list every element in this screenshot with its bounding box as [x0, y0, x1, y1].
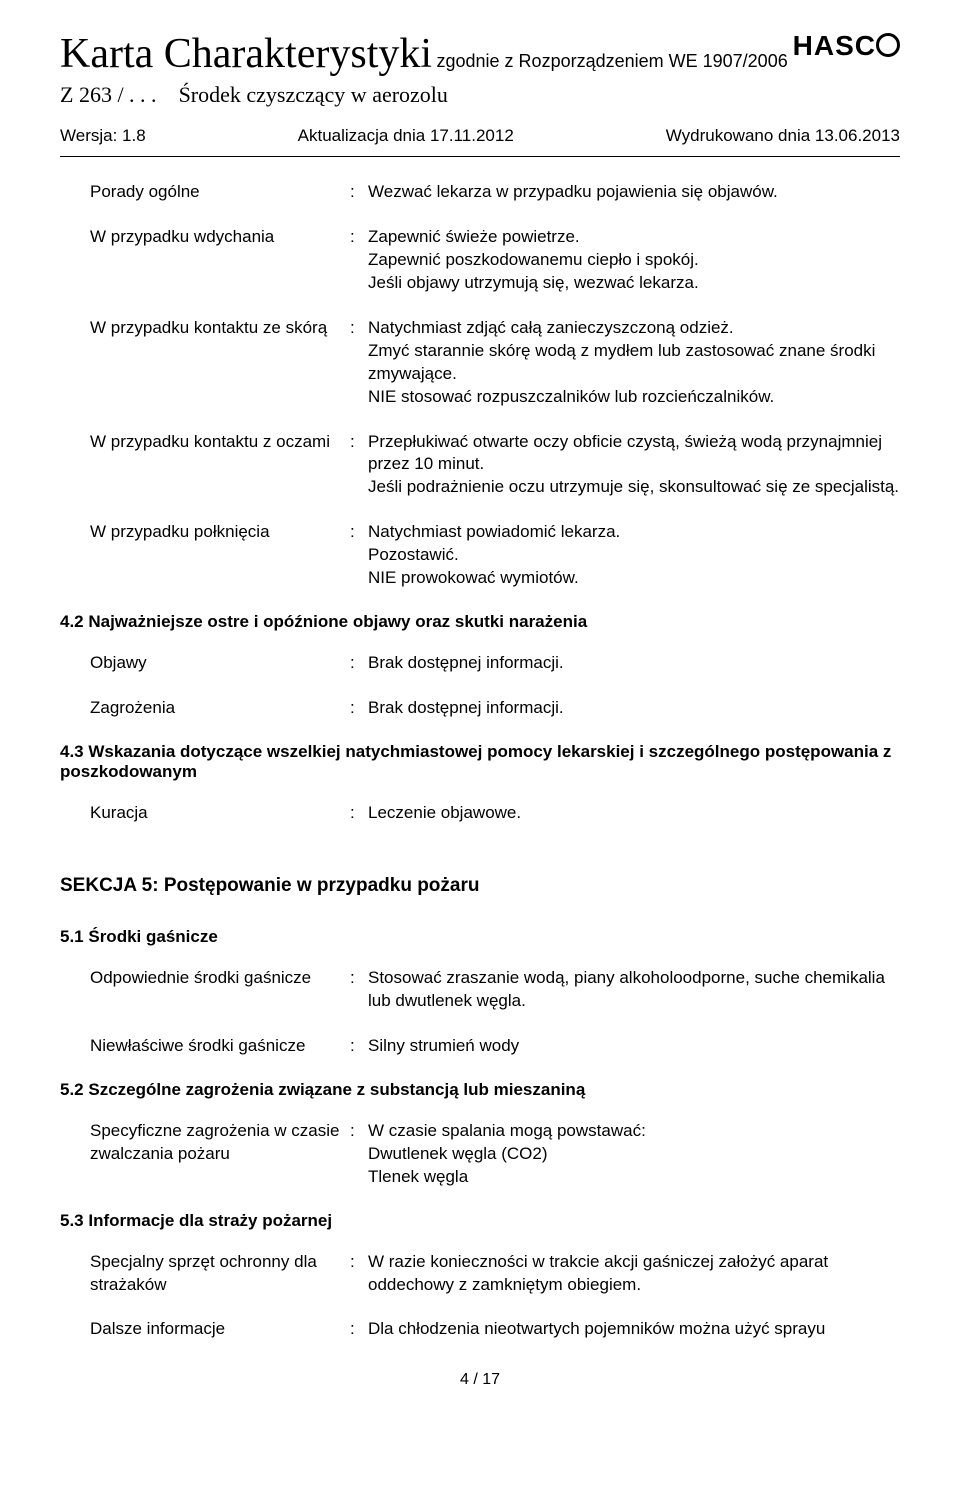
kv-row: Odpowiednie środki gaśnicze:Stosować zra…	[60, 967, 900, 1013]
section-4-3-rows: Kuracja:Leczenie objawowe.	[60, 802, 900, 825]
kv-value: Brak dostępnej informacji.	[368, 652, 900, 675]
version-label: Wersja: 1.8	[60, 126, 146, 146]
section-5-1-rows: Odpowiednie środki gaśnicze:Stosować zra…	[60, 967, 900, 1058]
kv-label: Porady ogólne	[90, 181, 350, 204]
product-name: Środek czyszczący w aerozolu	[179, 82, 448, 107]
kv-row: Zagrożenia:Brak dostępnej informacji.	[60, 697, 900, 720]
kv-colon: :	[350, 1035, 368, 1058]
kv-colon: :	[350, 697, 368, 720]
brand-logo: HASC	[793, 30, 900, 62]
kv-colon: :	[350, 181, 368, 204]
kv-colon: :	[350, 226, 368, 295]
kv-row: Niewłaściwe środki gaśnicze:Silny strumi…	[60, 1035, 900, 1058]
kv-row: W przypadku wdychania:Zapewnić świeże po…	[60, 226, 900, 295]
doc-subtitle: Z 263 / . . . Środek czyszczący w aerozo…	[60, 82, 788, 108]
kv-value: Silny strumień wody	[368, 1035, 900, 1058]
kv-colon: :	[350, 967, 368, 1013]
kv-value: W czasie spalania mogą powstawać:Dwutlen…	[368, 1120, 900, 1189]
product-code: Z 263 / . . .	[60, 82, 157, 107]
meta-row: Wersja: 1.8 Aktualizacja dnia 17.11.2012…	[60, 126, 900, 146]
kv-colon: :	[350, 521, 368, 590]
header: Karta Charakterystyki zgodnie z Rozporzą…	[60, 30, 900, 108]
kv-label: Kuracja	[90, 802, 350, 825]
kv-row: W przypadku kontaktu ze skórą:Natychmias…	[60, 317, 900, 409]
section-5-3-heading: 5.3 Informacje dla straży pożarnej	[60, 1211, 900, 1231]
doc-title: Karta Charakterystyki	[60, 31, 432, 77]
kv-label: W przypadku kontaktu z oczami	[90, 431, 350, 500]
kv-colon: :	[350, 317, 368, 409]
kv-row: W przypadku kontaktu z oczami:Przepłukiw…	[60, 431, 900, 500]
kv-value: Brak dostępnej informacji.	[368, 697, 900, 720]
kv-value: Zapewnić świeże powietrze.Zapewnić poszk…	[368, 226, 900, 295]
section-4-3-heading: 4.3 Wskazania dotyczące wszelkiej natych…	[60, 742, 900, 782]
section-5-2-heading: 5.2 Szczególne zagrożenia związane z sub…	[60, 1080, 900, 1100]
kv-colon: :	[350, 1318, 368, 1341]
kv-row: Dalsze informacje:Dla chłodzenia nieotwa…	[60, 1318, 900, 1341]
kv-label: Specjalny sprzęt ochronny dla strażaków	[90, 1251, 350, 1297]
kv-row: Specyficzne zagrożenia w czasie zwalczan…	[60, 1120, 900, 1189]
kv-label: W przypadku połknięcia	[90, 521, 350, 590]
section-5-3-rows: Specjalny sprzęt ochronny dla strażaków:…	[60, 1251, 900, 1342]
doc-title-suffix: zgodnie z Rozporządzeniem WE 1907/2006	[437, 51, 788, 71]
update-label: Aktualizacja dnia 17.11.2012	[298, 126, 514, 146]
title-line: Karta Charakterystyki zgodnie z Rozporzą…	[60, 30, 788, 78]
kv-value: Dla chłodzenia nieotwartych pojemników m…	[368, 1318, 900, 1341]
kv-label: W przypadku kontaktu ze skórą	[90, 317, 350, 409]
kv-row: Specjalny sprzęt ochronny dla strażaków:…	[60, 1251, 900, 1297]
title-block: Karta Charakterystyki zgodnie z Rozporzą…	[60, 30, 788, 108]
section-5-1-heading: 5.1 Środki gaśnicze	[60, 927, 900, 947]
divider	[60, 156, 900, 157]
kv-value: W razie konieczności w trakcie akcji gaś…	[368, 1251, 900, 1297]
print-label: Wydrukowano dnia 13.06.2013	[666, 126, 900, 146]
kv-label: Zagrożenia	[90, 697, 350, 720]
kv-label: W przypadku wdychania	[90, 226, 350, 295]
section-4-2-heading: 4.2 Najważniejsze ostre i opóźnione obja…	[60, 612, 900, 632]
kv-colon: :	[350, 652, 368, 675]
kv-value: Wezwać lekarza w przypadku pojawienia si…	[368, 181, 900, 204]
kv-row: Kuracja:Leczenie objawowe.	[60, 802, 900, 825]
kv-colon: :	[350, 1251, 368, 1297]
logo-ring-icon	[876, 33, 900, 57]
kv-row: Porady ogólne:Wezwać lekarza w przypadku…	[60, 181, 900, 204]
kv-value: Stosować zraszanie wodą, piany alkoholoo…	[368, 967, 900, 1013]
kv-colon: :	[350, 1120, 368, 1189]
section-5-2-rows: Specyficzne zagrożenia w czasie zwalczan…	[60, 1120, 900, 1189]
kv-colon: :	[350, 802, 368, 825]
kv-value: Natychmiast powiadomić lekarza.Pozostawi…	[368, 521, 900, 590]
kv-colon: :	[350, 431, 368, 500]
section-5-heading: SEKCJA 5: Postępowanie w przypadku pożar…	[60, 875, 900, 897]
section-4-2-rows: Objawy:Brak dostępnej informacji.Zagroże…	[60, 652, 900, 720]
kv-row: W przypadku połknięcia:Natychmiast powia…	[60, 521, 900, 590]
kv-value: Przepłukiwać otwarte oczy obficie czystą…	[368, 431, 900, 500]
kv-label: Niewłaściwe środki gaśnicze	[90, 1035, 350, 1058]
kv-value: Natychmiast zdjąć całą zanieczyszczoną o…	[368, 317, 900, 409]
kv-label: Odpowiednie środki gaśnicze	[90, 967, 350, 1013]
section-4-rows: Porady ogólne:Wezwać lekarza w przypadku…	[60, 181, 900, 590]
kv-label: Objawy	[90, 652, 350, 675]
kv-value: Leczenie objawowe.	[368, 802, 900, 825]
kv-label: Dalsze informacje	[90, 1318, 350, 1341]
page-number: 4 / 17	[60, 1371, 900, 1389]
kv-row: Objawy:Brak dostępnej informacji.	[60, 652, 900, 675]
kv-label: Specyficzne zagrożenia w czasie zwalczan…	[90, 1120, 350, 1189]
